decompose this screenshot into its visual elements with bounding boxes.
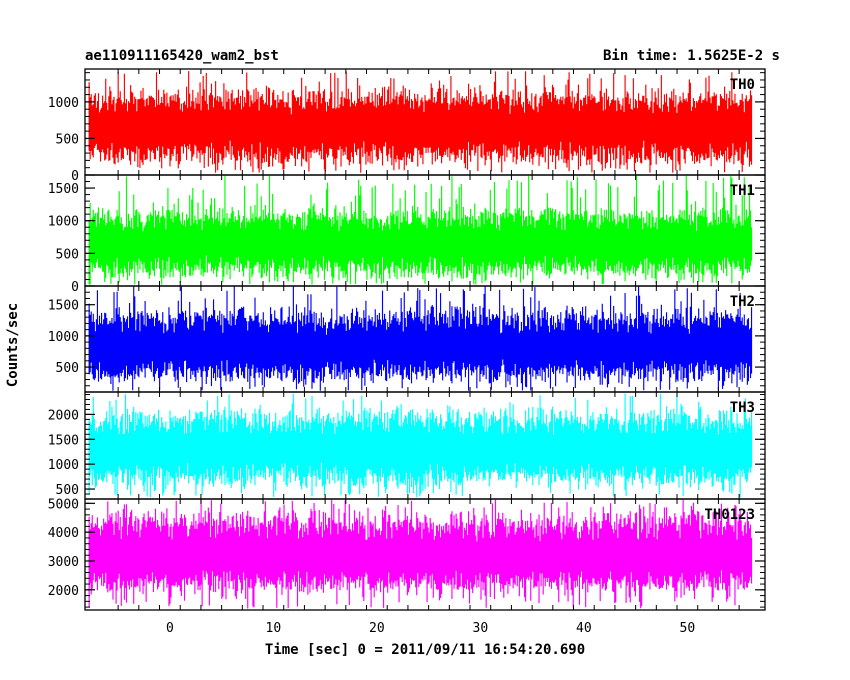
y-tick-label: 1500 (48, 433, 79, 448)
y-tick-label: 1000 (48, 458, 79, 473)
panel-label-th0123: TH0123 (704, 507, 755, 523)
x-tick-label: 50 (680, 621, 696, 636)
y-tick-label: 2000 (48, 584, 79, 599)
y-tick-label: 1000 (48, 215, 79, 230)
panel-th2: 500 1000 1500 TH2 (48, 285, 766, 393)
y-tick-label: 500 (56, 247, 79, 262)
y-tick-label: 0 (71, 169, 79, 184)
panel-label-th3: TH3 (730, 400, 755, 416)
panel-frame (84, 498, 766, 611)
series-th2-trace (88, 286, 753, 391)
series-th0123-trace (88, 499, 753, 609)
y-tick-label: 1500 (48, 299, 79, 314)
y-tick-label: 0 (71, 280, 79, 295)
y-tick-label: 2000 (48, 408, 79, 423)
series-th1-trace (88, 175, 753, 285)
series-th3-trace (88, 392, 753, 498)
panel-th0: 0 500 1000 TH0 (48, 68, 766, 184)
y-tick-label: 1000 (48, 96, 79, 111)
y-axis-label: Counts/sec (5, 303, 21, 387)
panel-th0123: 2000 3000 4000 5000 TH0123 (48, 497, 766, 611)
panel-label-th2: TH2 (730, 294, 755, 310)
panel-th3: 500 1000 1500 2000 TH3 (48, 391, 766, 500)
x-tick-label: 0 (166, 621, 174, 636)
y-tick-label: 500 (56, 132, 79, 147)
x-axis: 0 10 20 30 40 50 (166, 621, 695, 636)
y-tick-label: 1500 (48, 182, 79, 197)
x-tick-label: 30 (473, 621, 489, 636)
panel-stack: 0 500 1000 TH0 0 500 1000 1500 TH1 500 1000 1500 TH2… (48, 68, 766, 611)
y-tick-label: 1000 (48, 330, 79, 345)
y-tick-label: 500 (56, 483, 79, 498)
y-tick-label: 3000 (48, 555, 79, 570)
panel-label-th0: TH0 (730, 77, 755, 93)
panel-label-th1: TH1 (730, 183, 755, 199)
y-tick-label: 500 (56, 361, 79, 376)
y-tick-label: 4000 (48, 526, 79, 541)
x-tick-label: 20 (369, 621, 385, 636)
x-tick-label: 10 (266, 621, 282, 636)
chart-title-right: Bin time: 1.5625E-2 s (603, 48, 780, 64)
y-tick-label: 5000 (48, 497, 79, 512)
x-tick-label: 40 (576, 621, 592, 636)
series-th0-trace (88, 71, 753, 173)
x-axis-label: Time [sec] 0 = 2011/09/11 16:54:20.690 (265, 642, 585, 658)
chart-title-left: ae110911165420_wam2_bst (85, 48, 279, 64)
panel-th1: 0 500 1000 1500 TH1 (48, 174, 766, 295)
